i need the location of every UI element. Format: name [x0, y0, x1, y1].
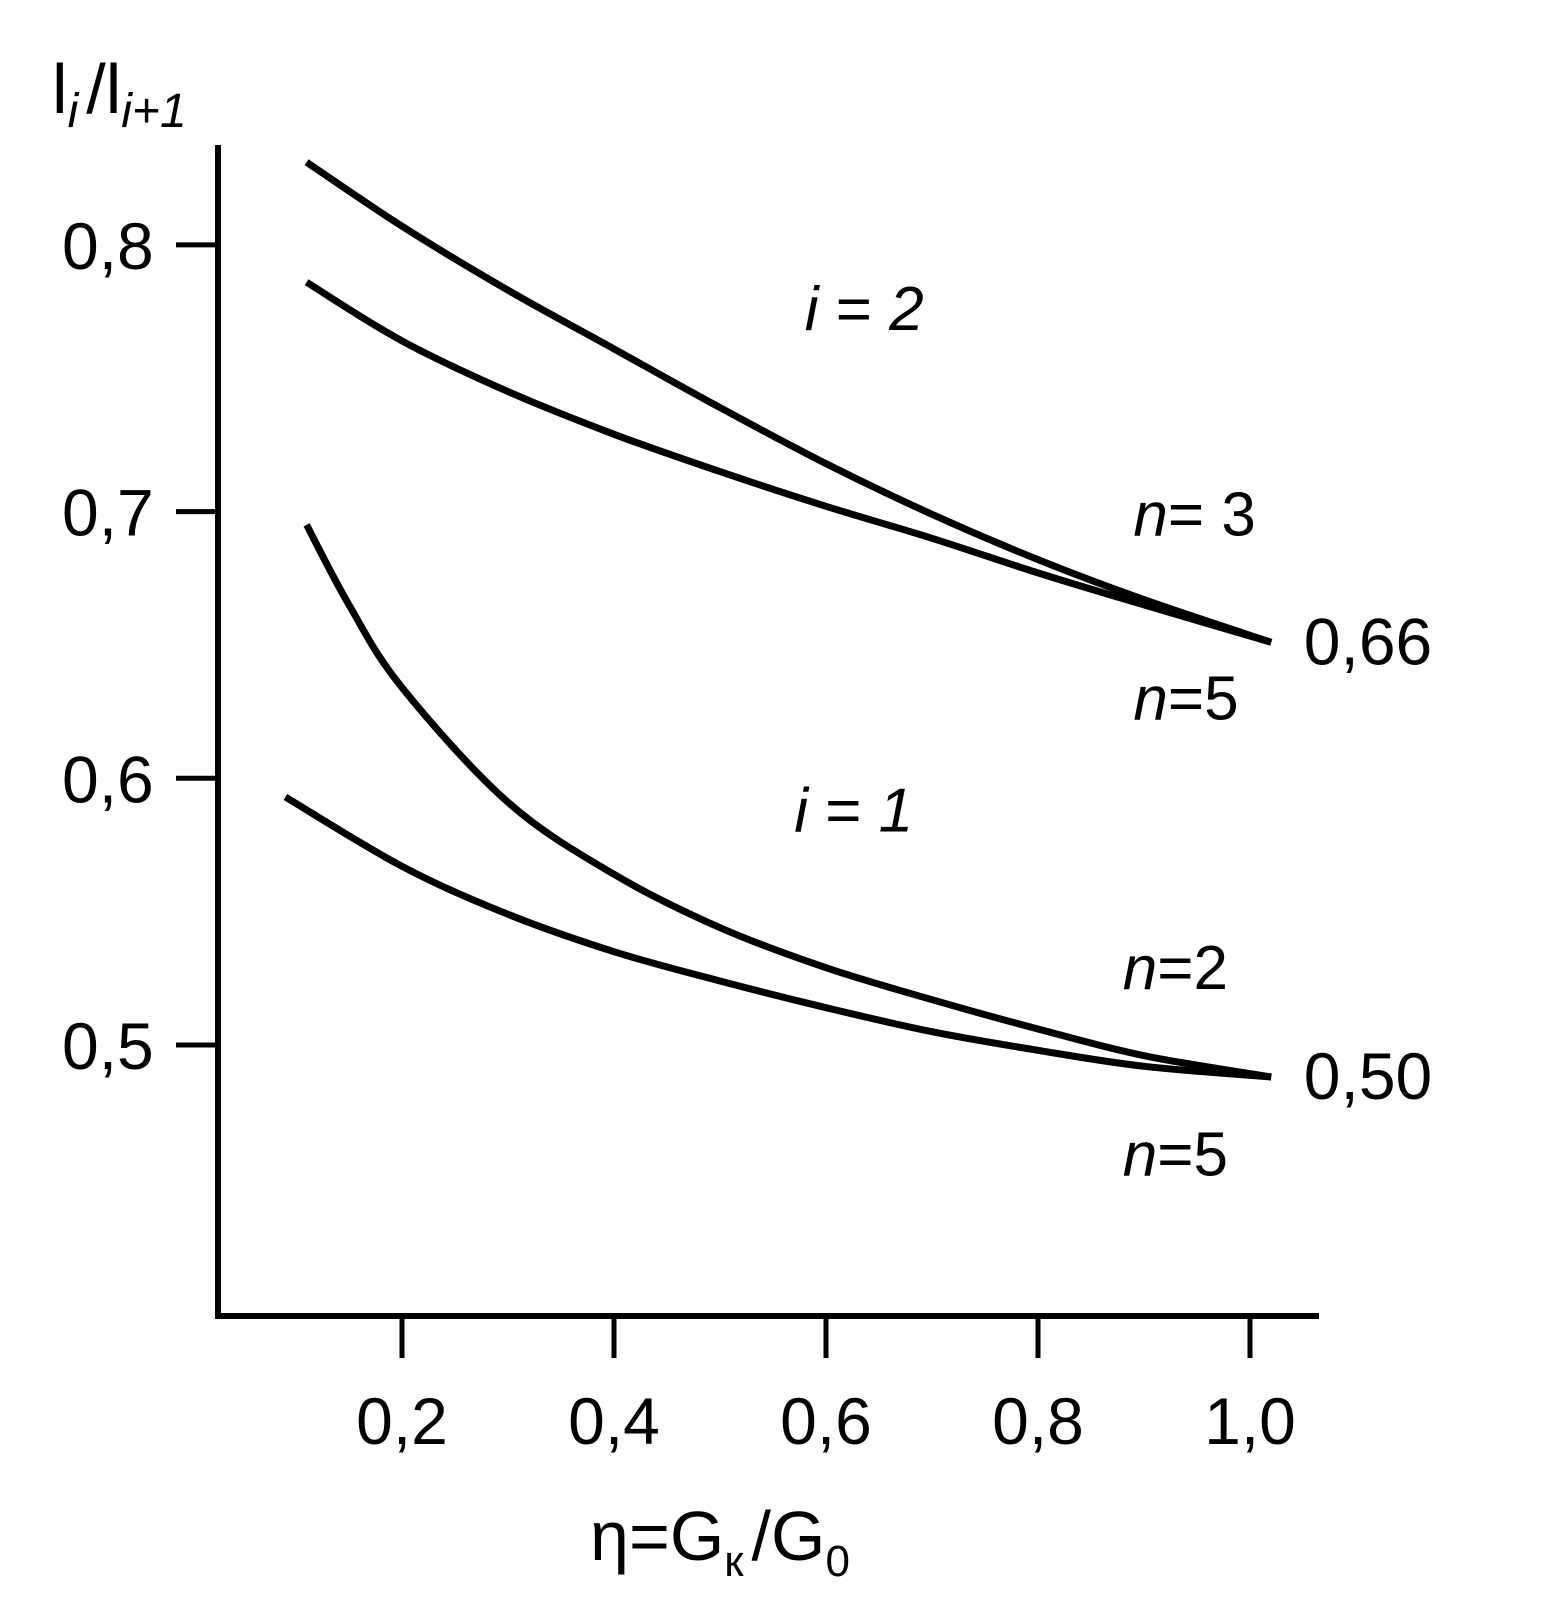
x-tick-label: 1,0 [1204, 1384, 1296, 1458]
x-tick-label: 0,8 [992, 1384, 1084, 1458]
annotations: i = 2 n= 3 n=5 i = 1 n=2 n=5 [794, 275, 1256, 1189]
x-tick-label: 0,4 [568, 1384, 660, 1458]
curve-annotation: i = 2 [805, 275, 924, 344]
y-tick-label: 0,7 [62, 476, 154, 550]
y-tick-label: 0,5 [62, 1009, 154, 1083]
series-line-i1-n2 [303, 523, 1272, 1081]
y-axis-title: li/li+1 [52, 50, 187, 138]
x-tick-label: 0,2 [356, 1384, 448, 1458]
end-value-label: 0,50 [1304, 1039, 1432, 1113]
series-line-i2-n3 [304, 159, 1273, 646]
series-line-i2-n5 [304, 279, 1273, 646]
curve-annotation: n=2 [1123, 934, 1228, 1003]
x-ticks: 0,2 0,4 0,6 0,8 1,0 [356, 1316, 1296, 1458]
end-values: 0,66 0,50 [1304, 604, 1432, 1113]
curve-annotation: n=5 [1133, 665, 1238, 734]
x-tick-label: 0,6 [780, 1384, 872, 1458]
x-axis-title: η=Gк/G0 [590, 1497, 850, 1586]
end-value-label: 0,66 [1304, 604, 1432, 678]
y-tick-label: 0,6 [62, 742, 154, 816]
curves-group [283, 159, 1273, 1081]
series-line-i1-n5 [283, 793, 1272, 1081]
y-tick-label: 0,8 [62, 209, 154, 283]
curve-annotation: n=5 [1123, 1121, 1228, 1190]
y-ticks: 0,5 0,6 0,7 0,8 [62, 209, 218, 1083]
curve-annotation: i = 1 [794, 777, 913, 846]
curve-annotation: n= 3 [1133, 481, 1255, 550]
